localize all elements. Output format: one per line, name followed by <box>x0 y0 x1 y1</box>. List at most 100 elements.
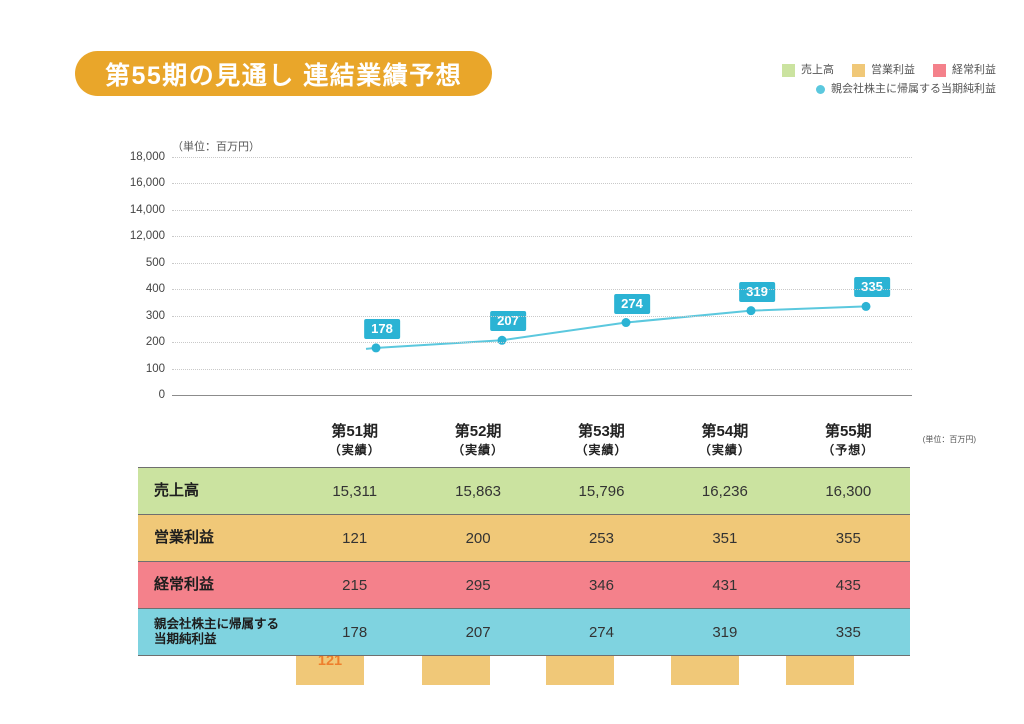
net-income-value-badge: 319 <box>739 281 775 302</box>
period-name-3: 第53期 <box>578 423 625 440</box>
gridline <box>172 183 912 185</box>
period-status-1: （実績） <box>328 443 381 458</box>
period-name-1: 第51期 <box>331 423 379 440</box>
net-income-line-svg <box>365 301 871 353</box>
cell-sales-5: 16,300 <box>786 467 910 516</box>
table-row: 営業利益 121 200 253 351 355 <box>138 514 910 563</box>
table-header-period-2: 第52期 （実績） <box>416 418 539 468</box>
y-axis: 18,000 16,000 14,000 12,000 500 400 300 200 100 0 <box>105 130 165 420</box>
period-status-3: （実績） <box>575 443 628 458</box>
gridline <box>172 368 912 371</box>
table-header-period-1: 第51期 （実績） <box>293 418 416 468</box>
legend-swatch-sales <box>782 64 795 77</box>
legend-label-sales: 売上高 <box>801 64 834 76</box>
table-unit-note: (単位：百万円) <box>922 434 976 444</box>
financial-table-wrap: 第51期 （実績） 第52期 （実績） 第53期 （実績） 第54期 （実績） … <box>138 418 976 657</box>
y-axis-tick-label: 300 <box>145 309 165 322</box>
cell-op-4: 351 <box>663 514 787 563</box>
legend-item-net-income: 親会社株主に帰属する当期純利益 <box>816 84 996 95</box>
y-axis-tick-label: 500 <box>145 256 165 269</box>
net-income-value-badge: 274 <box>614 293 650 314</box>
cell-net-2: 207 <box>416 608 540 657</box>
row-label-net-income-line2: 当期純利益 <box>154 632 217 647</box>
cell-net-5: 335 <box>786 608 910 657</box>
legend-item-ordinary-income: 経常利益 <box>933 64 996 77</box>
table-row: 経常利益 215 295 346 431 435 <box>138 561 910 610</box>
legend-item-operating-income: 営業利益 <box>852 64 915 77</box>
period-name-2: 第52期 <box>454 423 502 440</box>
y-axis-tick-label: 400 <box>145 283 165 296</box>
bar-label-operating-income: 121 <box>317 653 343 669</box>
y-axis-tick-label: 18,000 <box>129 151 165 163</box>
cell-sales-2: 15,863 <box>416 467 540 516</box>
table-row: 親会社株主に帰属する 当期純利益 178 207 274 319 335 <box>138 608 910 657</box>
cell-sales-3: 15,796 <box>539 467 664 516</box>
period-status-2: （実績） <box>452 443 505 458</box>
legend-swatch-operating-income <box>852 64 865 77</box>
cell-op-1: 121 <box>293 514 417 563</box>
net-income-line-layer: 178 207 274 319 335 <box>172 130 912 420</box>
net-income-point <box>746 306 756 316</box>
gridline <box>172 209 912 212</box>
x-axis-baseline <box>172 395 912 397</box>
y-axis-tick-label: 12,000 <box>129 230 165 243</box>
table-row: 売上高 15,311 15,863 15,796 16,236 16,300 <box>138 467 910 516</box>
row-label-ordinary-income: 経常利益 <box>138 561 293 610</box>
y-axis-tick-label: 100 <box>145 362 165 375</box>
gridline <box>172 157 912 159</box>
y-axis-tick-label: 0 <box>158 389 165 401</box>
financial-table: 第51期 （実績） 第52期 （実績） 第53期 （実績） 第54期 （実績） … <box>138 418 976 657</box>
legend-label-operating-income: 営業利益 <box>871 64 915 76</box>
table-header-row: 第51期 （実績） 第52期 （実績） 第53期 （実績） 第54期 （実績） … <box>138 418 976 468</box>
page-title: 第55期の見通し 連結業績予想 <box>105 61 463 90</box>
gridline <box>172 289 912 291</box>
table-header-period-3: 第53期 （実績） <box>540 418 663 468</box>
bar-segment-operating-income: 121 <box>296 653 364 685</box>
cell-net-1: 178 <box>293 608 417 657</box>
period-status-4: （実績） <box>698 443 751 458</box>
row-label-net-income: 親会社株主に帰属する 当期純利益 <box>138 608 293 657</box>
gridline <box>172 315 912 318</box>
net-income-point <box>621 318 631 328</box>
legend-label-ordinary-income: 経常利益 <box>952 64 996 76</box>
net-income-point <box>371 343 381 353</box>
cell-sales-4: 16,236 <box>663 467 787 516</box>
row-label-operating-income: 営業利益 <box>138 514 293 563</box>
page-title-pill: 第55期の見通し 連結業績予想 <box>75 51 493 96</box>
net-income-point <box>861 301 871 311</box>
bar-chart: （単位：百万円） 18,000 16,000 14,000 12,000 500 400 3… <box>0 130 1024 685</box>
y-axis-tick-label: 14,000 <box>129 203 165 216</box>
net-income-value-badge: 178 <box>364 318 400 339</box>
cell-net-3: 274 <box>539 608 664 657</box>
legend-swatch-net-income <box>816 85 825 94</box>
net-income-value-badge: 335 <box>854 277 890 298</box>
cell-ord-1: 215 <box>293 561 417 610</box>
row-label-sales: 売上高 <box>138 467 293 516</box>
cell-op-5: 355 <box>786 514 910 563</box>
gridline <box>172 342 912 344</box>
cell-ord-3: 346 <box>539 561 664 610</box>
table-header-blank <box>138 418 293 468</box>
y-axis-tick-label: 16,000 <box>129 177 165 190</box>
chart-legend: 売上高 営業利益 経常利益 親会社株主に帰属する当期純利益 <box>736 64 996 102</box>
cell-ord-4: 431 <box>663 561 787 610</box>
cell-op-2: 200 <box>416 514 540 563</box>
cell-ord-5: 435 <box>786 561 910 610</box>
cell-op-3: 253 <box>539 514 664 563</box>
row-label-net-income-line1: 親会社株主に帰属する <box>154 616 280 631</box>
legend-swatch-ordinary-income <box>933 64 946 77</box>
legend-label-net-income: 親会社株主に帰属する当期純利益 <box>831 83 996 95</box>
gridline <box>172 236 912 238</box>
y-axis-tick-label: 200 <box>145 336 165 349</box>
cell-net-4: 319 <box>663 608 787 657</box>
chart-unit-note: （単位：百万円） <box>172 141 260 153</box>
table-header-period-4: 第54期 （実績） <box>663 418 786 468</box>
period-name-5: 第55期 <box>824 423 872 440</box>
gridline <box>172 262 912 265</box>
legend-row-top: 売上高 営業利益 経常利益 <box>736 64 996 77</box>
table-header-period-5: 第55期 （予想） (単位：百万円) <box>787 418 976 468</box>
net-income-value-badge: 207 <box>490 311 526 332</box>
legend-item-sales: 売上高 <box>782 64 834 77</box>
cell-sales-1: 15,311 <box>293 467 417 516</box>
